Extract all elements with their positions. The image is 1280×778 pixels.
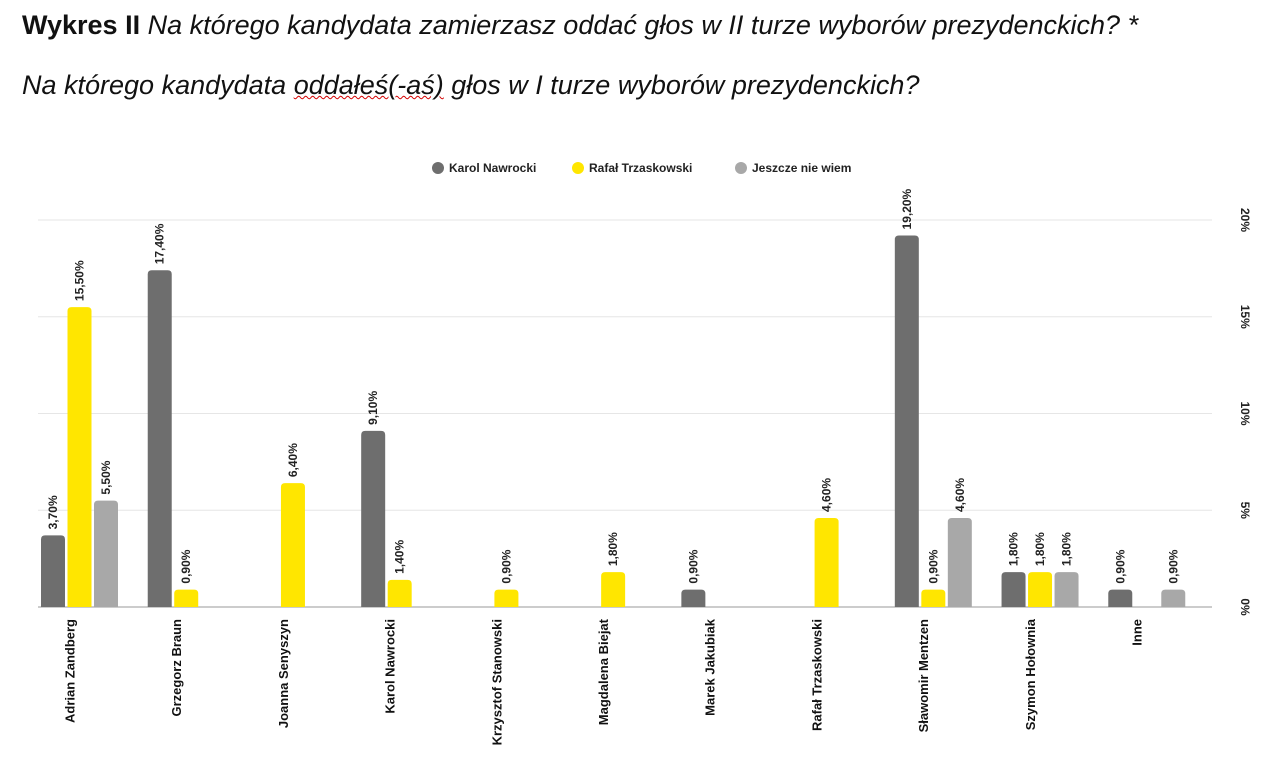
category-label: Szymon Hołownia (1023, 618, 1038, 730)
data-label: 0,90% (686, 549, 700, 583)
chart-title-line-1: Wykres II Na którego kandydata zamierzas… (22, 10, 1138, 41)
category-label: Joanna Senyszyn (276, 619, 291, 728)
data-label: 15,50% (73, 260, 87, 301)
legend-label: Rafał Trzaskowski (589, 161, 692, 175)
category-label: Inne (1130, 619, 1145, 646)
bar (147, 270, 172, 607)
y-tick-label: 5% (1238, 502, 1252, 520)
data-label: 5,50% (99, 460, 113, 494)
legend-label: Karol Nawrocki (449, 161, 536, 175)
data-label: 4,60% (820, 478, 834, 512)
data-label: 0,90% (179, 549, 193, 583)
category-label: Grzegorz Braun (169, 619, 184, 717)
bar (1001, 572, 1026, 607)
chart-title-question-2-pre: Na którego kandydata (22, 70, 294, 100)
bar (681, 589, 706, 607)
y-tick-label: 10% (1238, 401, 1252, 425)
bar-chart: 0% 5% 10% 15% 20% Karol Nawrocki Rafał Trzasko… (38, 161, 1252, 745)
data-label: 1,80% (1033, 532, 1047, 566)
chart-title-question-2-mark: oddałeś(-aś) (293, 70, 444, 100)
category-label: Marek Jakubiak (703, 618, 718, 716)
chart-title-question-1: Na którego kandydata zamierzasz oddać gł… (147, 10, 1139, 40)
bar (947, 517, 972, 607)
bar (1054, 572, 1079, 607)
bar (494, 589, 519, 607)
legend-marker (572, 162, 584, 174)
category-label: Rafał Trzaskowski (809, 619, 824, 731)
y-tick-label: 0% (1238, 598, 1252, 616)
y-tick-label: 15% (1238, 305, 1252, 329)
data-label: 0,90% (1113, 549, 1127, 583)
bar (94, 500, 118, 607)
data-label: 0,90% (926, 549, 940, 583)
bar (1161, 589, 1186, 607)
bar (601, 572, 626, 607)
chart-title-question-2-post: głos w I turze wyborów prezydenckich? (443, 70, 920, 100)
bar (387, 579, 412, 607)
y-tick-label: 20% (1238, 208, 1252, 232)
data-label: 1,40% (393, 540, 407, 574)
bar (280, 483, 305, 607)
chart-title-line-2: Na którego kandydata oddałeś(-aś) głos w… (22, 70, 919, 101)
category-label: Sławomir Mentzen (916, 619, 931, 732)
bar (67, 307, 92, 607)
category-label: Krzysztof Stanowski (489, 619, 504, 745)
data-label: 19,20% (900, 188, 914, 229)
bar (174, 589, 199, 607)
legend-marker (735, 162, 747, 174)
bar (361, 430, 386, 607)
bar (814, 517, 839, 607)
legend-label: Jeszcze nie wiem (752, 161, 851, 175)
data-label: 0,90% (499, 549, 513, 583)
category-label: Karol Nawrocki (383, 619, 398, 714)
bar (894, 235, 919, 607)
data-label: 1,80% (606, 532, 620, 566)
chart-title-lead: Wykres II (22, 10, 141, 40)
data-label: 17,40% (153, 223, 167, 264)
data-label: 4,60% (953, 478, 967, 512)
category-label: Magdalena Biejat (596, 618, 611, 725)
bar (41, 535, 65, 607)
bar (1108, 589, 1133, 607)
category-label: Adrian Zandberg (62, 619, 77, 723)
bar (921, 589, 946, 607)
legend-marker (432, 162, 444, 174)
data-label: 0,90% (1166, 549, 1180, 583)
data-label: 1,80% (1060, 532, 1074, 566)
data-label: 9,10% (366, 391, 380, 425)
bar (1028, 572, 1053, 607)
data-label: 1,80% (1007, 532, 1021, 566)
data-label: 6,40% (286, 443, 300, 477)
data-label: 3,70% (46, 495, 60, 529)
